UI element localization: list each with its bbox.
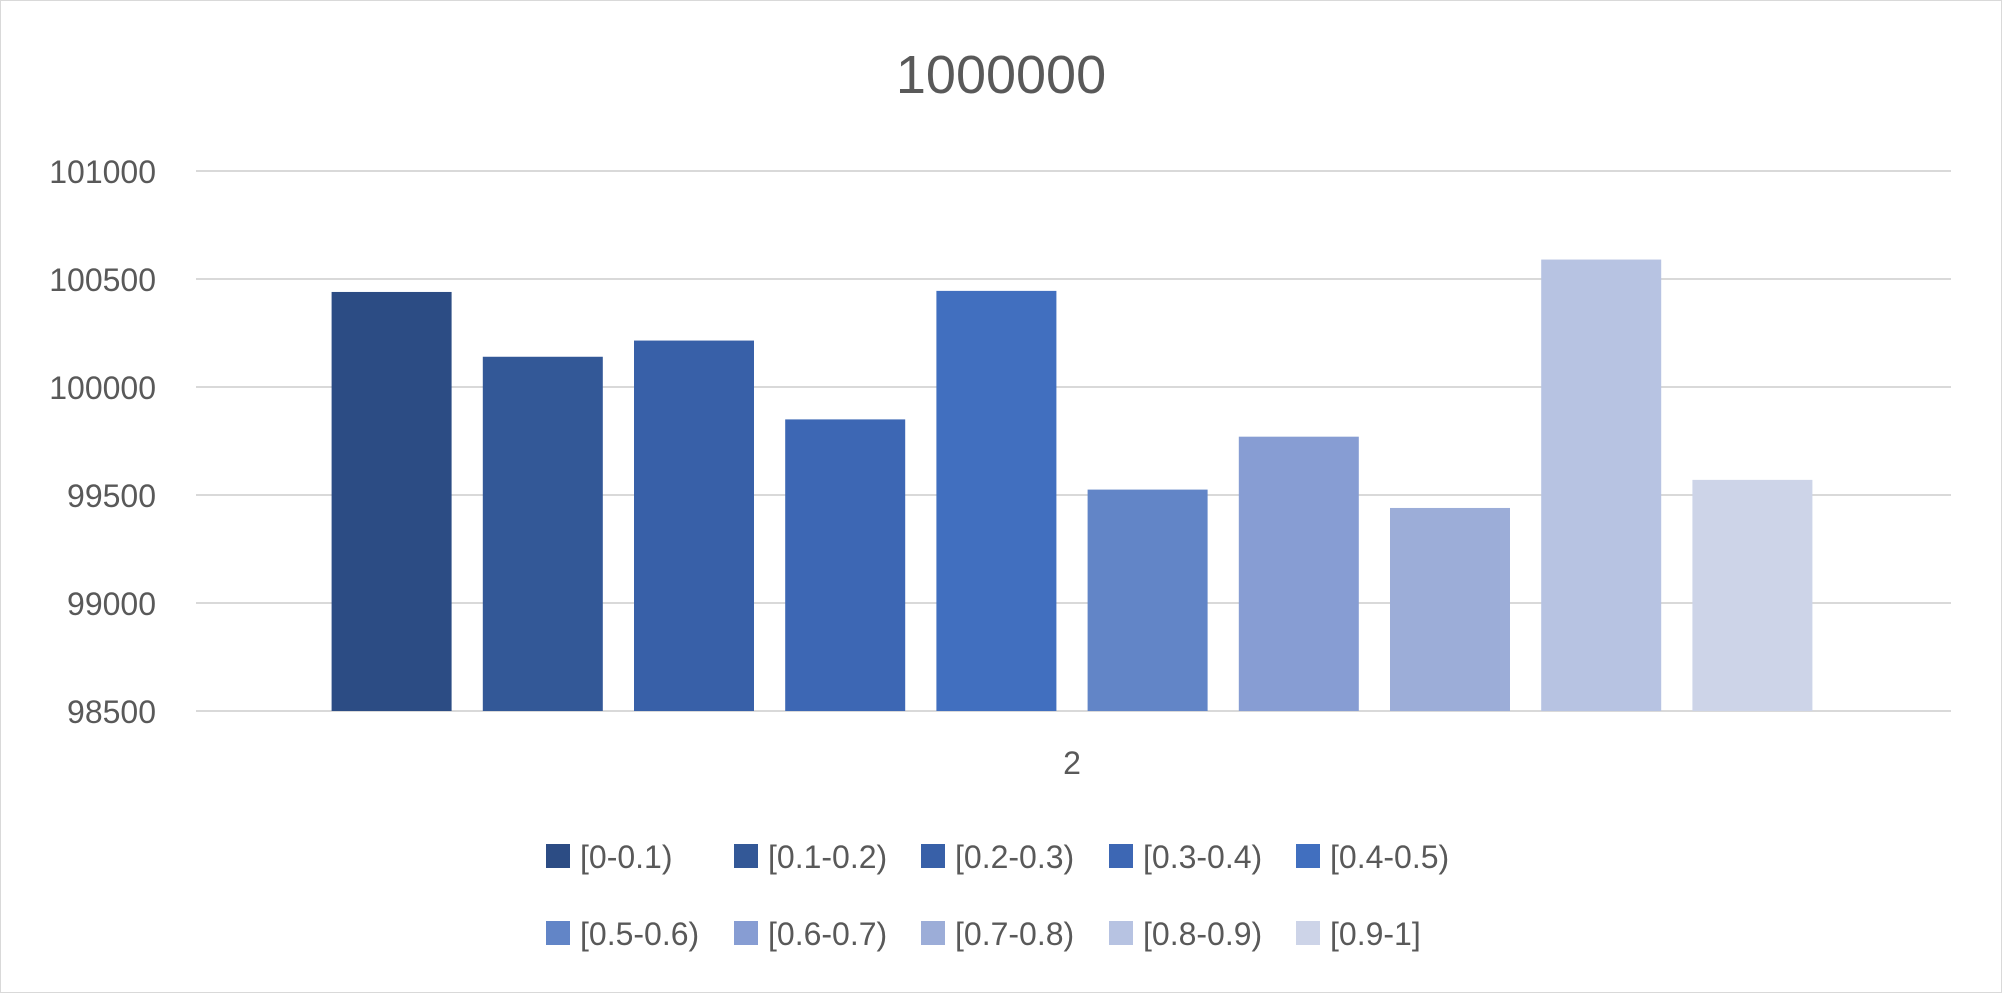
legend-swatch [734, 844, 758, 868]
legend-label: [0.8-0.9) [1143, 916, 1262, 952]
legend-swatch [1296, 844, 1320, 868]
legend-swatch [734, 921, 758, 945]
legend-item: [0-0.1) [546, 839, 672, 875]
legend-swatch [1109, 921, 1133, 945]
legend-swatch [1296, 921, 1320, 945]
bar [482, 356, 603, 711]
y-tick-label: 98500 [67, 694, 156, 730]
bar [936, 290, 1057, 711]
bar [331, 291, 452, 711]
bar [1692, 479, 1813, 711]
legend-item: [0.1-0.2) [734, 839, 887, 875]
legend-label: [0.7-0.8) [955, 916, 1074, 952]
bar [634, 340, 754, 711]
gridlines [196, 170, 1951, 712]
legend-swatch [546, 921, 570, 945]
legend-label: [0.6-0.7) [768, 916, 887, 952]
legend-label: [0.9-1] [1330, 916, 1421, 952]
legend-label: [0.4-0.5) [1330, 839, 1449, 875]
legend-item: [0.8-0.9) [1109, 916, 1262, 952]
x-axis-category-label: 2 [1063, 745, 1081, 781]
chart-title: 1000000 [896, 45, 1106, 105]
y-axis-tick-labels: 98500 99000 99500 100000 100500 101000 [49, 154, 156, 730]
legend-item: [0.6-0.7) [734, 916, 887, 952]
legend-label: [0.1-0.2) [768, 839, 887, 875]
y-tick-label: 100000 [49, 370, 156, 406]
bars [331, 259, 1813, 711]
legend-item: [0.4-0.5) [1296, 839, 1449, 875]
legend-item: [0.3-0.4) [1109, 839, 1262, 875]
y-tick-label: 99500 [67, 478, 156, 514]
legend-item: [0.9-1] [1296, 916, 1421, 952]
legend-label: [0-0.1) [580, 839, 672, 875]
legend-swatch [1109, 844, 1133, 868]
bar [1390, 507, 1510, 711]
bar [1541, 259, 1662, 711]
legend-swatch [921, 844, 945, 868]
y-tick-label: 99000 [67, 586, 156, 622]
bar [1087, 489, 1208, 711]
legend-label: [0.2-0.3) [955, 839, 1074, 875]
legend-item: [0.2-0.3) [921, 839, 1074, 875]
legend-label: [0.5-0.6) [580, 916, 699, 952]
legend: [0-0.1) [0.1-0.2) [0.2-0.3) [0.3-0.4) [0.4-0… [546, 839, 1449, 952]
bar [1238, 436, 1359, 711]
legend-label: [0.3-0.4) [1143, 839, 1262, 875]
y-tick-label: 101000 [49, 154, 156, 190]
y-tick-label: 100500 [49, 262, 156, 298]
legend-item: [0.5-0.6) [546, 916, 699, 952]
bar [785, 419, 906, 711]
legend-swatch [921, 921, 945, 945]
legend-swatch [546, 844, 570, 868]
legend-item: [0.7-0.8) [921, 916, 1074, 952]
